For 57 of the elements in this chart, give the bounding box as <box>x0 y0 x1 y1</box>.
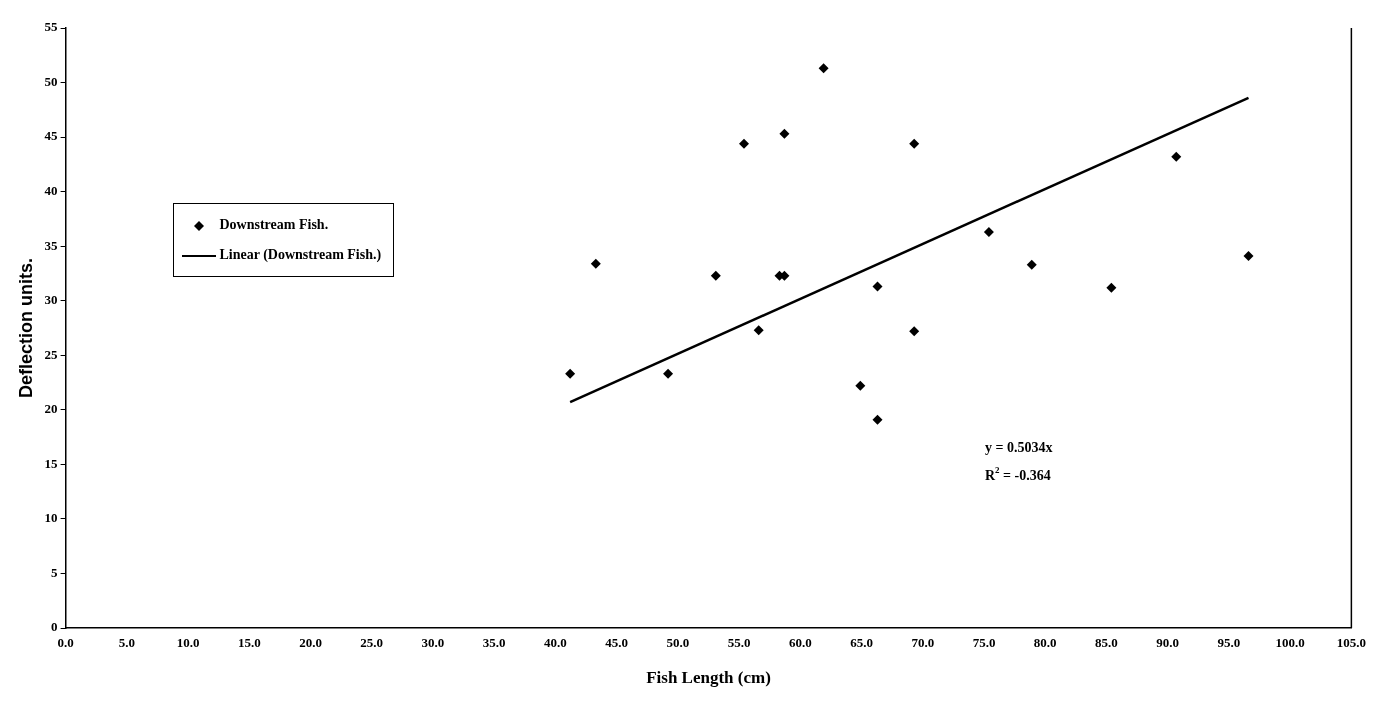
point <box>1106 282 1117 293</box>
point <box>1171 151 1182 162</box>
x-tick-label: 0.0 <box>57 635 74 651</box>
point <box>753 325 764 336</box>
x-tick-label: 25.0 <box>360 635 384 651</box>
point <box>855 380 866 391</box>
y-tick-label: 55 <box>44 19 59 35</box>
point <box>710 270 721 281</box>
point <box>590 258 601 269</box>
x-tick-label: 45.0 <box>605 635 629 651</box>
y-tick-label: 0 <box>51 619 58 635</box>
y-tick-label: 10 <box>44 510 58 526</box>
x-tick-label: 60.0 <box>788 635 812 651</box>
annotation: y = 0.5034x <box>984 439 1053 455</box>
y-axis-title: Deflection units. <box>15 257 36 399</box>
x-tick-label: 70.0 <box>911 635 935 651</box>
x-tick-label: 15.0 <box>237 635 261 651</box>
y-tick-label: 30 <box>44 292 58 308</box>
point <box>565 368 576 379</box>
y-tick-label: 35 <box>44 237 59 253</box>
point <box>818 63 829 74</box>
point <box>1243 251 1254 261</box>
point <box>872 414 883 425</box>
y-tick-label: 5 <box>51 564 59 580</box>
x-tick-label: 90.0 <box>1156 635 1180 651</box>
x-tick-label: 105.0 <box>1336 635 1366 651</box>
x-tick-label: 85.0 <box>1095 635 1118 651</box>
x-tick-label: 20.0 <box>299 635 322 651</box>
x-tick-label: 65.0 <box>850 635 873 651</box>
x-tick-label: 100.0 <box>1275 635 1305 651</box>
point <box>872 281 883 292</box>
y-tick-label: 15 <box>44 455 59 471</box>
x-tick-label: 30.0 <box>421 635 445 651</box>
x-tick-label: 75.0 <box>972 635 996 651</box>
point <box>909 138 920 149</box>
point <box>663 368 674 379</box>
x-tick-label: 80.0 <box>1033 635 1057 651</box>
y-tick-label: 25 <box>44 346 59 362</box>
y-tick-label: 45 <box>44 128 59 144</box>
point <box>983 227 994 237</box>
point <box>1026 259 1037 270</box>
x-axis-title: Fish Length (cm) <box>646 668 771 688</box>
x-tick-label: 5.0 <box>118 635 135 651</box>
x-tick-label: 40.0 <box>544 635 567 651</box>
point <box>739 138 749 149</box>
x-tick-label: 50.0 <box>666 635 690 651</box>
point <box>909 326 920 337</box>
y-tick-label: 40 <box>44 183 58 198</box>
x-tick-label: 35.0 <box>482 635 506 651</box>
legend-label: Linear (Downstream Fish.) <box>219 247 382 262</box>
x-tick-label: 55.0 <box>727 635 751 651</box>
x-tick-label: 10.0 <box>176 635 200 651</box>
y-tick-label: 20 <box>44 401 58 417</box>
y-tick-label: 50 <box>44 73 58 89</box>
point <box>779 128 790 139</box>
x-tick-label: 95.0 <box>1217 635 1241 651</box>
legend-label: Downstream Fish. <box>219 217 329 232</box>
